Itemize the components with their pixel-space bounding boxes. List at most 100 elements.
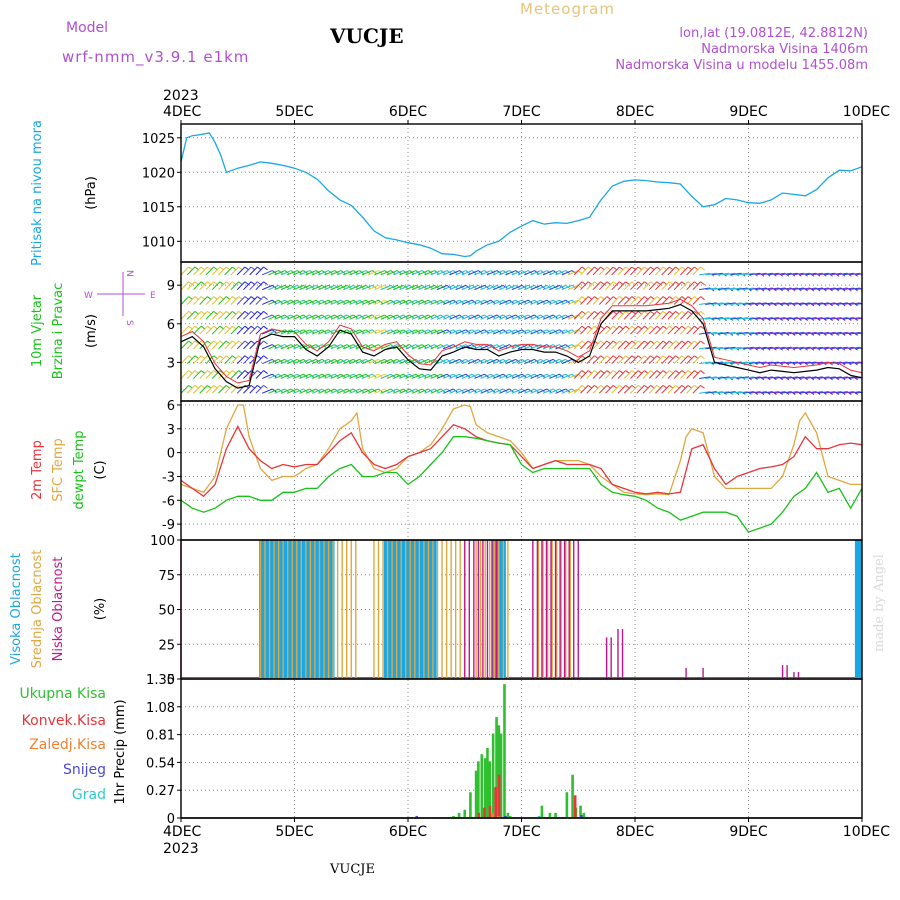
wind-barb [536,284,548,291]
pressure-axis-label: Pritisak na nivou mora [30,120,45,266]
wind-barb [755,376,767,379]
wind-barb [836,287,848,291]
cloud-bar [391,540,393,679]
wind-barb [736,391,748,394]
top-time-tick: 8DEC [616,104,655,120]
wind-barb [855,317,862,320]
wind-barb [736,302,748,305]
wind-barb [480,314,491,320]
wind-barb [724,391,736,394]
cloud-bar [355,540,357,679]
wind-barb [823,391,835,394]
wind-barb [836,317,848,320]
wind-barb [368,299,379,305]
wind-barb [536,329,548,335]
wind-barb [630,281,639,291]
wind-barb [561,314,573,320]
wind-barb [755,361,767,365]
wind-barb [786,331,798,335]
wind-barb [524,284,535,291]
wind-barb [199,266,208,276]
wind-barb [567,314,579,320]
wind-barb [511,373,523,379]
precip-bar [537,815,541,818]
wind-barb [349,329,360,335]
wind-barb [836,302,848,305]
wind-barb-flag [872,347,876,350]
wind-barb [611,340,620,350]
wind-barb [767,391,779,394]
wind-barb [561,329,573,335]
wind-barb [218,385,227,394]
wind-barb [311,373,323,379]
wind-barb [642,340,651,350]
cloud-bar [311,540,315,679]
wind-barb [648,296,658,305]
cloud-bar [264,540,266,679]
wind-barb [792,346,804,350]
wind-barb [724,376,736,379]
cloud-bar [502,540,505,679]
wind-barb [205,296,214,305]
wind-barb [211,311,221,320]
wind-barb [399,388,410,394]
precip-bar [474,770,478,818]
wind-barb [193,311,202,320]
wind-barb [561,358,573,365]
wind-barb [711,391,723,394]
cloud-bar [346,540,348,679]
wind-barb [555,388,566,394]
wind-barb [817,346,829,350]
wind-barb-flag [872,392,876,395]
precip-bar [503,684,506,818]
temp-tick-label: 6 [167,399,175,414]
wind-barb-flag [700,296,705,300]
precip-bar [483,807,486,818]
wind-barb [430,299,442,305]
wind-barb [786,391,798,394]
wind-barb-flag [872,288,876,291]
wind-barb [311,329,323,335]
wind-barb [474,388,485,394]
wind-barb [611,355,620,365]
cloud-bar [786,665,788,679]
cloud-bar [436,540,439,679]
wind-barb [393,358,404,365]
wind-barb [424,388,435,394]
wind-barb [380,270,392,276]
precip-bar [486,747,489,818]
wind-barb [623,325,633,335]
wind-barb [623,355,633,365]
panel-labels: W E N S Pritisak na nivou mora (hPa) 10m Vjeta… [9,120,156,805]
wind-barb [530,270,541,276]
wind-barb [230,340,239,350]
wind-barb [199,281,208,291]
wind-barb [224,311,233,320]
model-label: Model [66,20,109,36]
wind-barb [580,385,589,394]
wind-barb [730,391,742,394]
cloud-bar [793,672,795,679]
pressure-unit-label: (hPa) [84,176,99,210]
wind-barb-flag [577,299,583,304]
wind-barb [811,302,823,305]
wind-barb [380,358,392,365]
wind-barb [711,317,723,320]
wind-barb [461,373,473,379]
cloud-bar [477,540,480,679]
wind-barb [442,344,454,350]
wind-barb [411,314,423,320]
wind-barb [773,302,785,305]
wind-barb-flag [866,273,870,276]
wind-barb-flag [700,340,705,345]
wind-barb [717,317,729,320]
wind-barb [480,329,491,335]
cloud-bar [400,540,402,679]
wind-barb [230,296,239,305]
wind-barb [455,358,466,365]
wind-unit-label: (m/s) [84,314,99,348]
wind-barb [573,325,583,335]
wind-barb [848,317,860,320]
wind-barb [442,299,454,305]
wind-barb [823,287,835,291]
